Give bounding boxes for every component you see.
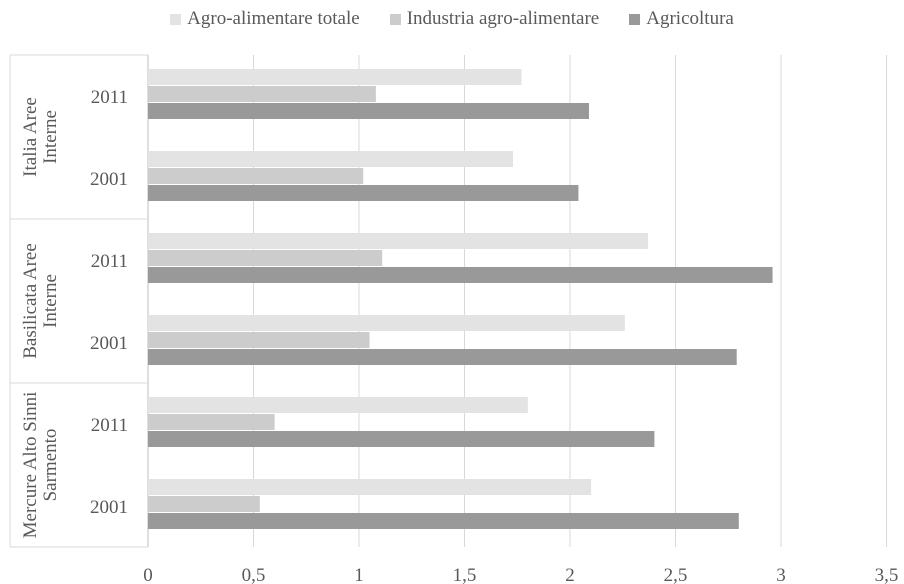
- legend-swatch-icon: [629, 13, 641, 25]
- bar: [148, 397, 528, 413]
- bar: [148, 349, 737, 365]
- x-tick-label: 3: [776, 565, 786, 584]
- bar: [148, 414, 275, 430]
- x-tick-label: 2: [565, 565, 575, 584]
- bar: [148, 151, 514, 167]
- category-label: 2011: [91, 87, 128, 108]
- legend-item-industria-agro-alimentare: Industria agro-alimentare: [389, 8, 600, 30]
- bar: [148, 267, 773, 283]
- x-tick-label: 0,5: [242, 565, 266, 584]
- bar: [148, 479, 592, 495]
- bar: [148, 103, 589, 119]
- bar: [148, 250, 383, 266]
- category-label: 2011: [91, 415, 128, 436]
- group-label: Basilicata AreeInterne: [20, 243, 61, 359]
- bar: [148, 315, 625, 331]
- x-tick-label: 1,5: [453, 565, 477, 584]
- legend-swatch-icon: [170, 13, 182, 25]
- legend: Agro-alimentare totale Industria agro-al…: [0, 8, 904, 30]
- bar: [148, 185, 579, 201]
- legend-item-agricoltura: Agricoltura: [629, 8, 734, 30]
- bar: [148, 431, 655, 447]
- category-label: 2011: [91, 251, 128, 272]
- category-label: 2001: [90, 497, 128, 518]
- category-label: 2001: [90, 333, 128, 354]
- bar: [148, 168, 364, 184]
- x-tick-label: 3,5: [875, 565, 899, 584]
- legend-label: Industria agro-alimentare: [406, 8, 600, 29]
- bar: [148, 69, 522, 85]
- x-tick-label: 2,5: [664, 565, 688, 584]
- legend-item-agro-alimentare-totale: Agro-alimentare totale: [170, 8, 360, 30]
- legend-label: Agricoltura: [646, 8, 734, 29]
- category-label: 2001: [90, 169, 128, 190]
- legend-label: Agro-alimentare totale: [187, 8, 360, 29]
- group-label: Italia AreeInterne: [20, 97, 61, 177]
- bar: [148, 332, 370, 348]
- group-label: Mercure Alto SinniSarmento: [20, 392, 61, 539]
- x-tick-label: 1: [354, 565, 364, 584]
- bar: [148, 233, 649, 249]
- x-tick-label: 0: [143, 565, 153, 584]
- bar: [148, 513, 739, 529]
- bar: [148, 86, 376, 102]
- bar: [148, 496, 260, 512]
- legend-swatch-icon: [389, 13, 401, 25]
